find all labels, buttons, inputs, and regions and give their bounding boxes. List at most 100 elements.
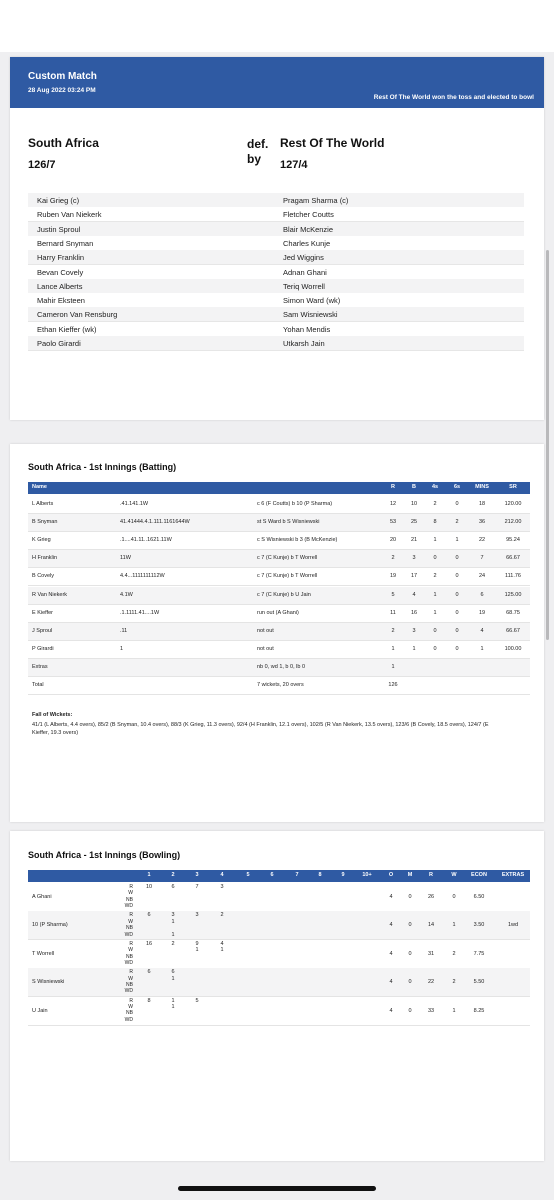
table-cell: 22 [427, 979, 435, 986]
home-indicator [178, 1186, 376, 1191]
bowler-name: T Worrell [32, 950, 55, 957]
over-value: 1 [220, 947, 224, 954]
table-row [28, 550, 530, 569]
table-cell: 1wd [507, 922, 519, 929]
scrollbar [546, 250, 549, 640]
column-header: EXTRAS [501, 872, 525, 878]
table-cell: 66.67 [506, 627, 520, 634]
player-name: Justin Sproul [37, 224, 81, 234]
match-title: Custom Match [28, 71, 97, 82]
player-row [28, 264, 524, 280]
bowler-name: 10 (P Sharma) [32, 922, 68, 929]
line-label: R [129, 912, 133, 919]
table-cell: 212.00 [504, 519, 522, 526]
table-cell: 0 [455, 591, 459, 598]
player-name: Pragam Sharma (c) [283, 196, 349, 205]
table-cell: 12 [389, 501, 397, 507]
bowler-name: S Wisniewski [32, 979, 65, 986]
table-cell: 2 [391, 555, 395, 562]
table-cell: Total [32, 682, 44, 688]
player-name: Utkarsh Jain [283, 339, 325, 348]
line-label: WD [124, 931, 133, 938]
table-cell: 95.24 [506, 537, 520, 544]
player-name: Simon Ward (wk) [283, 296, 341, 306]
player-row [28, 193, 524, 208]
team-name: Rest Of The World [280, 136, 385, 150]
table-cell: 111.76 [504, 573, 521, 580]
player-name: Lance Alberts [37, 281, 83, 291]
table-cell: 6.50 [473, 894, 485, 900]
table-cell: Extras [32, 663, 48, 670]
over-value: 16 [145, 940, 153, 947]
table-cell: E Kieffer [32, 609, 53, 616]
table-cell: J Sproul [32, 627, 53, 634]
match-date: 28 Aug 2022 03:24 PM [28, 87, 96, 94]
table-cell: 4.4...1111111112W [120, 573, 165, 580]
over-value: 6 [171, 969, 175, 976]
column-header: 9 [341, 872, 345, 878]
table-cell: 0 [455, 501, 459, 507]
table-cell: 4 [389, 894, 393, 900]
table-cell: 1 [412, 645, 416, 652]
table-cell: not out [257, 627, 274, 634]
player-row [28, 221, 524, 237]
table-cell: .11 [120, 627, 128, 634]
line-label: NB [126, 925, 133, 932]
player-row [28, 278, 524, 294]
table-cell: 21 [410, 537, 418, 544]
table-cell: 4 [389, 950, 393, 957]
table-cell: 1 [433, 591, 437, 598]
line-label: R [129, 997, 133, 1004]
table-cell: 5.50 [473, 979, 485, 986]
table-cell: 7 [480, 555, 484, 562]
player-name: Charles Kunje [283, 238, 331, 248]
player-name: Blair McKenzie [283, 224, 334, 234]
player-name: Ethan Kieffer (wk) [37, 324, 97, 334]
over-value: 9 [195, 940, 199, 947]
table-cell: 1 [391, 663, 395, 670]
table-cell: 41.41444.4.1.111.1161644W [120, 519, 190, 526]
match-header [10, 57, 544, 108]
line-label: W [128, 918, 133, 925]
table-cell: 68.75 [506, 609, 520, 616]
table-row [28, 640, 530, 659]
table-row [28, 532, 530, 551]
table-cell: H Franklin [32, 555, 58, 562]
table-cell: 24 [478, 573, 486, 580]
table-cell: 0 [408, 1007, 412, 1014]
player-name: Yohan Mendis [283, 324, 331, 334]
table-cell: 6 [480, 591, 484, 598]
table-row [28, 586, 530, 605]
table-row [28, 514, 530, 533]
bowler-name: A Ghani [32, 894, 52, 900]
over-value: 1 [171, 931, 175, 938]
table-cell: 0 [433, 555, 437, 562]
player-row [28, 336, 524, 351]
over-value: 1 [171, 975, 175, 982]
table-cell: 2 [433, 501, 437, 507]
section-title: South Africa - 1st Innings (Bowling) [28, 850, 181, 860]
table-cell: c 7 (C Kunje) b U Jain [257, 591, 311, 598]
team-name: South Africa [28, 136, 99, 150]
table-cell: 125.00 [504, 591, 522, 598]
over-value: 3 [171, 912, 175, 919]
fall-text: 41/1 (L Alberts, 4.4 overs), 85/2 (B Sny… [32, 722, 489, 736]
table-cell: 7.75 [473, 950, 485, 957]
top-bar [0, 0, 554, 52]
table-cell: L Alberts [32, 501, 54, 507]
table-row [28, 658, 530, 677]
column-header: R [391, 484, 395, 490]
player-row [28, 250, 524, 266]
toss-info: Rest Of The World won the toss and elect… [373, 94, 534, 101]
over-value: 3 [220, 884, 224, 890]
line-label: WD [124, 903, 133, 910]
table-cell: 2 [452, 950, 456, 957]
player-name: Cameron Van Rensburg [37, 310, 118, 320]
table-header [28, 870, 530, 882]
table-cell: 0 [455, 555, 459, 562]
over-value: 1 [171, 918, 175, 925]
table-cell: B Covely [32, 573, 55, 580]
table-cell: 1 [452, 1007, 456, 1014]
player-row [28, 207, 524, 223]
table-cell: 7 wickets, 20 overs [257, 682, 304, 688]
